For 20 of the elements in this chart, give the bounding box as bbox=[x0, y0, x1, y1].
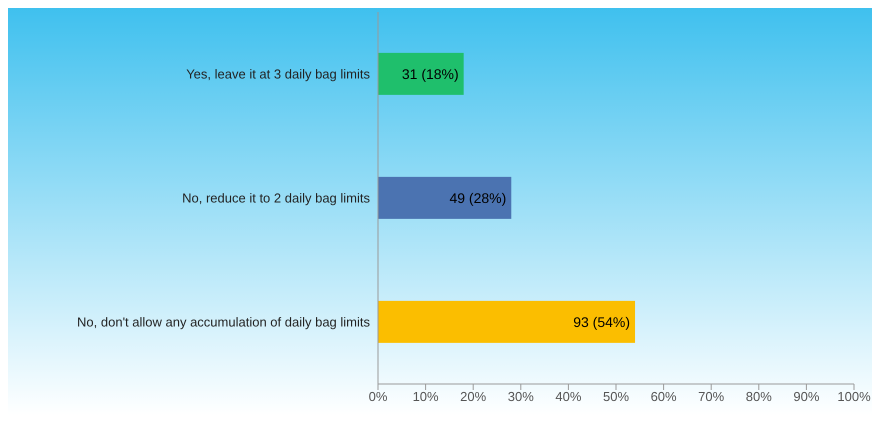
x-tick-label: 0% bbox=[368, 389, 388, 404]
x-tick-label: 50% bbox=[602, 389, 630, 404]
y-tick-label: No, don't allow any accumulation of daily bag limits bbox=[77, 314, 370, 330]
data-label: 93 (54%) bbox=[573, 314, 630, 330]
bar bbox=[378, 300, 636, 343]
data-label: 31 (18%) bbox=[402, 66, 459, 82]
x-tick-label: 30% bbox=[508, 389, 534, 404]
x-tick-label: 40% bbox=[555, 389, 582, 404]
x-tick-label: 100% bbox=[837, 389, 872, 404]
x-tick-label: 70% bbox=[698, 389, 725, 404]
x-tick-label: 20% bbox=[460, 389, 487, 404]
bar bbox=[378, 176, 512, 219]
x-tick-label: 80% bbox=[746, 389, 772, 404]
x-tick-label: 10% bbox=[412, 389, 440, 404]
data-label: 49 (28%) bbox=[449, 190, 506, 206]
x-tick-label: 60% bbox=[650, 389, 678, 404]
y-tick-label: Yes, leave it at 3 daily bag limits bbox=[186, 66, 370, 82]
x-tick-label: 90% bbox=[793, 389, 820, 404]
bar bbox=[378, 52, 464, 95]
y-tick-label: No, reduce it to 2 daily bag limits bbox=[182, 190, 370, 206]
